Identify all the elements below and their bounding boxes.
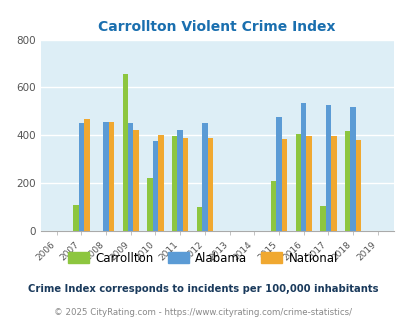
Bar bbox=[103, 122, 109, 231]
Bar bbox=[295, 134, 300, 231]
Bar bbox=[79, 123, 84, 231]
Bar bbox=[158, 135, 163, 231]
Bar bbox=[128, 123, 133, 231]
Bar bbox=[147, 178, 152, 231]
Bar bbox=[330, 136, 336, 231]
Bar bbox=[196, 207, 202, 231]
Bar bbox=[350, 107, 355, 231]
Bar bbox=[281, 139, 286, 231]
Bar bbox=[325, 105, 330, 231]
Bar bbox=[207, 138, 213, 231]
Text: Crime Index corresponds to incidents per 100,000 inhabitants: Crime Index corresponds to incidents per… bbox=[28, 284, 377, 294]
Bar bbox=[177, 130, 182, 231]
Bar bbox=[152, 141, 158, 231]
Bar bbox=[133, 130, 139, 231]
Bar bbox=[355, 140, 360, 231]
Bar bbox=[84, 118, 89, 231]
Bar bbox=[122, 74, 128, 231]
Title: Carrollton Violent Crime Index: Carrollton Violent Crime Index bbox=[98, 20, 335, 34]
Text: © 2025 CityRating.com - https://www.cityrating.com/crime-statistics/: © 2025 CityRating.com - https://www.city… bbox=[54, 308, 351, 317]
Bar bbox=[202, 123, 207, 231]
Bar bbox=[320, 206, 325, 231]
Bar bbox=[182, 138, 188, 231]
Bar bbox=[73, 205, 79, 231]
Bar bbox=[270, 181, 275, 231]
Bar bbox=[109, 122, 114, 231]
Bar bbox=[275, 117, 281, 231]
Bar bbox=[172, 136, 177, 231]
Bar bbox=[300, 104, 306, 231]
Bar bbox=[306, 136, 311, 231]
Legend: Carrollton, Alabama, National: Carrollton, Alabama, National bbox=[63, 247, 342, 269]
Bar bbox=[344, 131, 350, 231]
